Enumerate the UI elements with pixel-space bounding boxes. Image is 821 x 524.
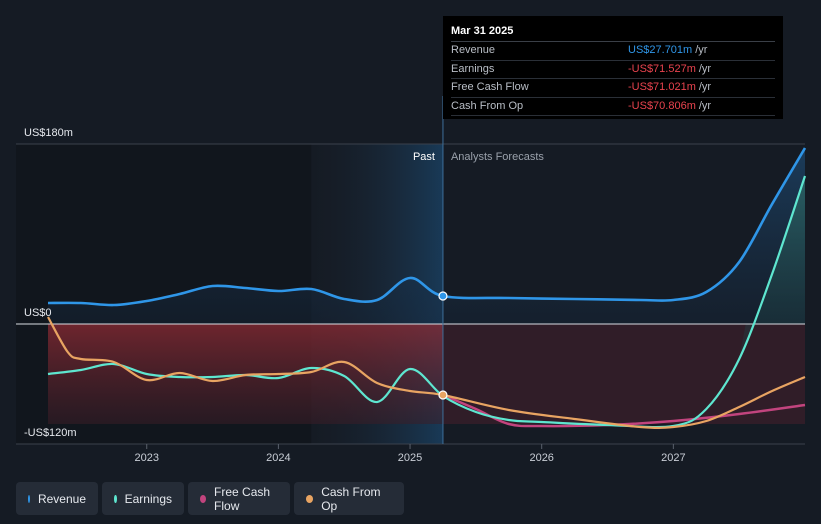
- earnings-area: [739, 176, 805, 359]
- x-tick-label: 2023: [134, 452, 158, 464]
- tooltip-unit: /yr: [698, 62, 712, 75]
- tooltip: Mar 31 2025 Revenue US$27.701m /yr Earni…: [443, 16, 783, 119]
- tooltip-label: Cash From Op: [451, 99, 524, 112]
- past-label: Past: [413, 151, 435, 163]
- x-tick-label: 2026: [529, 452, 553, 464]
- y-tick-label: US$0: [24, 307, 52, 319]
- legend-dot-icon: [306, 494, 314, 503]
- x-tick-label: 2027: [661, 452, 685, 464]
- legend-item-free-cash-flow[interactable]: Free Cash Flow: [188, 482, 290, 515]
- x-tick-label: 2025: [398, 452, 422, 464]
- legend-dot-icon: [28, 494, 30, 503]
- legend-label: Earnings: [124, 491, 172, 506]
- x-tick-label: 2024: [266, 452, 290, 464]
- legend-item-cash-from-op[interactable]: Cash From Op: [294, 482, 404, 515]
- forecast-label: Analysts Forecasts: [451, 151, 544, 163]
- tooltip-row-earnings: Earnings -US$71.527m /yr: [451, 61, 775, 79]
- tooltip-date: Mar 31 2025: [451, 24, 775, 42]
- tooltip-value: US$27.701m: [628, 44, 693, 56]
- tooltip-row-free-cash-flow: Free Cash Flow -US$71.021m /yr: [451, 79, 775, 98]
- y-tick-label: -US$120m: [24, 427, 77, 439]
- tooltip-label: Free Cash Flow: [451, 81, 529, 93]
- chart-canvas: US$180m US$0 -US$120m 2023 2024 2025 2026 2027 P…: [16, 96, 807, 464]
- cash-from-op-line: [47, 316, 806, 429]
- tooltip-value: -US$71.021m: [628, 81, 696, 93]
- legend-label: Free Cash Flow: [214, 484, 271, 513]
- tooltip-unit: /yr: [695, 44, 708, 56]
- tooltip-label: Earnings: [451, 62, 495, 75]
- highlight-point: [438, 291, 448, 301]
- free-cash-flow-line: [442, 393, 806, 428]
- highlight-point: [438, 390, 448, 400]
- negative-area-forecast: [442, 324, 805, 424]
- tooltip-label: Revenue: [451, 44, 496, 56]
- legend: Revenue Earnings Free Cash Flow Cash Fro…: [16, 482, 404, 515]
- tooltip-row-cash-from-op: Cash From Op -US$70.806m /yr: [451, 98, 775, 116]
- legend-dot-icon: [114, 494, 117, 503]
- tooltip-unit: /yr: [698, 81, 712, 93]
- tooltip-value: -US$70.806m: [628, 99, 696, 112]
- legend-label: Cash From Op: [321, 484, 381, 513]
- legend-item-earnings[interactable]: Earnings: [102, 482, 184, 515]
- legend-dot-icon: [200, 494, 207, 503]
- tooltip-value: -US$71.527m: [628, 62, 696, 75]
- y-tick-label: US$180m: [24, 127, 73, 139]
- tooltip-unit: /yr: [698, 99, 712, 112]
- legend-label: Revenue: [37, 491, 86, 506]
- tooltip-row-revenue: Revenue US$27.701m /yr: [451, 42, 775, 61]
- revenue-line: [47, 147, 807, 307]
- legend-item-revenue[interactable]: Revenue: [16, 482, 98, 515]
